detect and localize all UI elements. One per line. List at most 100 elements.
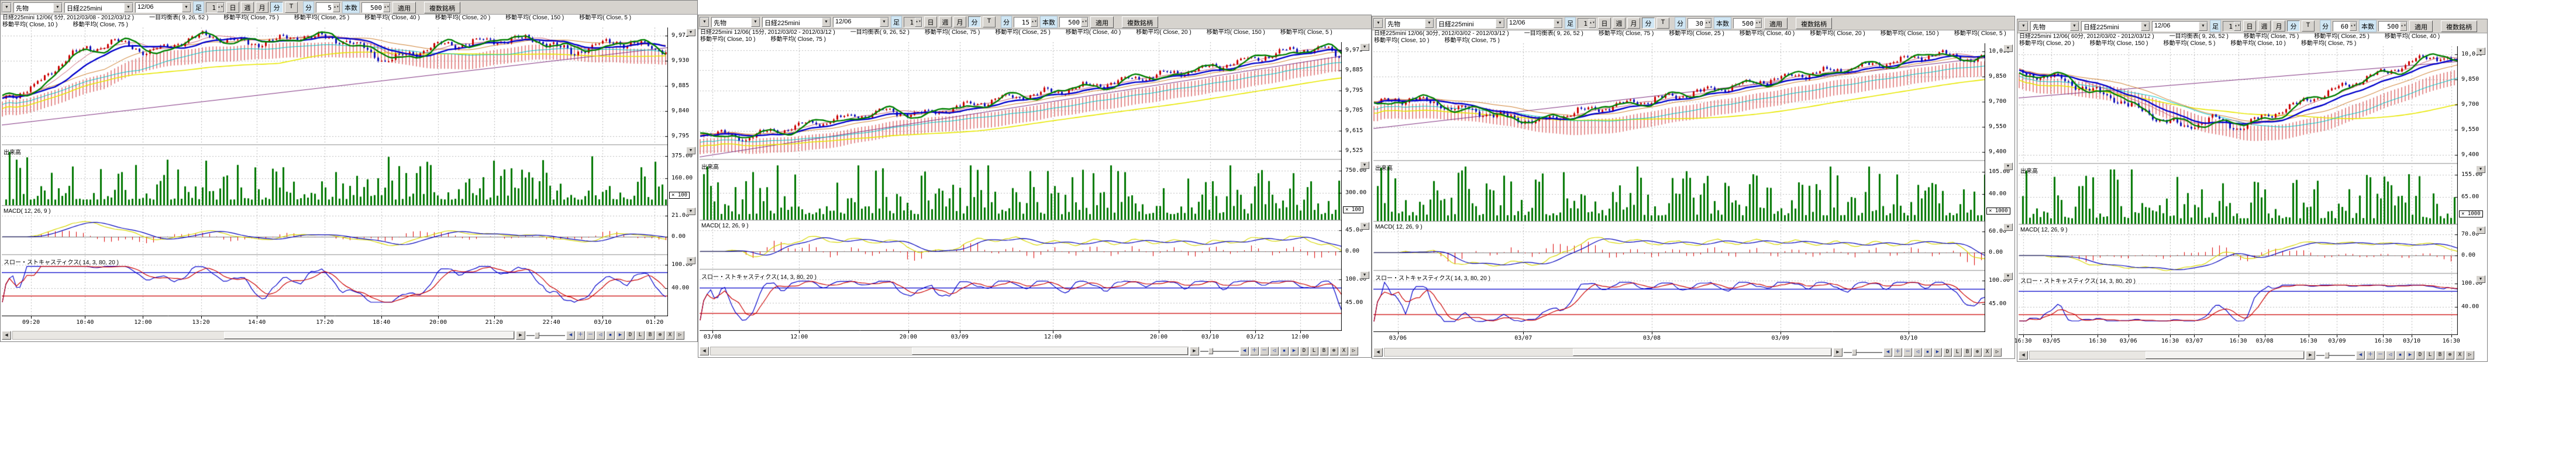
chevron-down-icon[interactable]: ▼ (53, 2, 62, 12)
chevron-down-icon[interactable]: ▼ (1425, 18, 1434, 28)
period-button-5[interactable]: T (2302, 20, 2315, 32)
period-button-5[interactable]: T (1657, 18, 1669, 29)
window-menu-dropdown[interactable]: ▼ (2, 2, 12, 13)
spinner-arrows-icon[interactable]: ▲▼ (217, 2, 224, 12)
chart-tool-button-9[interactable]: B (1320, 346, 1328, 355)
pane-options-dropdown[interactable]: ▼ (2003, 163, 2013, 170)
pane-options-dropdown[interactable]: ▼ (686, 208, 695, 215)
minute-value-stepper[interactable]: 60 ▲▼ (2333, 20, 2357, 32)
scrollbar-thumb[interactable] (1573, 348, 1831, 356)
chart-tool-button-10[interactable]: ⊕ (1330, 346, 1338, 355)
symbol-select[interactable]: 日経225mini ▼ (2081, 20, 2150, 32)
period-button-5[interactable]: T (285, 2, 298, 13)
spinner-arrows-icon[interactable]: ▲▼ (383, 2, 390, 12)
scrollbar-track[interactable] (1384, 347, 1832, 357)
chart-tool-button-3[interactable]: － (2376, 350, 2385, 360)
window-menu-dropdown[interactable]: ▼ (2019, 20, 2029, 32)
zoom-slider[interactable] (1200, 347, 1239, 355)
chevron-down-icon[interactable]: ▼ (2199, 21, 2207, 31)
period-button-3[interactable]: 月 (953, 16, 966, 27)
spinner-arrows-icon[interactable]: ▲▼ (1589, 18, 1596, 28)
spinner-arrows-icon[interactable]: ▲▼ (2234, 21, 2241, 31)
contract-month-select[interactable]: 12/06 ▼ (833, 16, 889, 27)
chart-tool-button-10[interactable]: ⊕ (656, 330, 664, 340)
chart-tool-button-8[interactable]: L (636, 330, 645, 340)
scrollbar-thumb[interactable] (912, 347, 1188, 355)
chart-tool-button-3[interactable]: － (1260, 346, 1269, 355)
period-button-4[interactable]: 分 (1642, 18, 1655, 29)
minute-value-stepper[interactable]: 30 ▲▼ (1688, 18, 1712, 29)
chart-tool-button-1[interactable]: ◀ (1240, 346, 1249, 355)
window-menu-dropdown[interactable]: ▼ (1373, 18, 1383, 29)
scrollbar-thumb[interactable] (224, 331, 514, 339)
chart-tool-button-7[interactable]: D (626, 330, 635, 340)
chart-tool-button-7[interactable]: D (1943, 347, 1952, 357)
chevron-down-icon[interactable]: ▼ (124, 2, 133, 12)
instrument-type-select[interactable]: 先物 ▼ (1385, 18, 1434, 29)
pane-options-dropdown[interactable]: ▼ (1360, 271, 1369, 279)
pane-options-dropdown[interactable]: ▼ (2476, 226, 2485, 234)
instrument-type-select[interactable]: 先物 ▼ (13, 2, 63, 13)
pane-options-dropdown[interactable]: ▼ (2003, 44, 2013, 52)
pane-options-dropdown[interactable]: ▼ (2476, 47, 2485, 55)
bar-count-stepper[interactable]: 500 ▲▼ (2378, 20, 2408, 32)
chevron-down-icon[interactable]: ▼ (2, 2, 11, 12)
chevron-down-icon[interactable]: ▼ (751, 17, 760, 27)
chevron-down-icon[interactable]: ▼ (2070, 21, 2079, 31)
spinner-arrows-icon[interactable]: ▲▼ (1031, 17, 1038, 27)
scroll-left-button[interactable]: ◀ (2, 330, 11, 340)
chart-tool-button-1[interactable]: ◀ (1883, 347, 1892, 357)
chart-tool-button-4[interactable]: ◁ (596, 330, 605, 340)
pane-options-dropdown[interactable]: ▼ (1360, 222, 1369, 230)
bar-count-stepper[interactable]: 500 ▲▼ (361, 2, 391, 13)
symbol-select[interactable]: 日経225mini ▼ (762, 16, 831, 27)
pane-options-dropdown[interactable]: ▼ (2003, 272, 2013, 280)
zoom-slider[interactable] (1844, 348, 1882, 357)
period-button-2[interactable]: 週 (241, 2, 254, 13)
chart-tool-button-6[interactable]: ▶ (1290, 346, 1299, 355)
chart-tool-button-8[interactable]: L (1953, 347, 1962, 357)
chart-tool-button-7[interactable]: D (1300, 346, 1308, 355)
period-button-1[interactable]: 日 (1598, 18, 1611, 29)
chart-canvas[interactable] (1373, 43, 1985, 332)
chevron-down-icon[interactable]: ▼ (822, 17, 831, 27)
chart-tool-button-2[interactable]: ＋ (1893, 347, 1902, 357)
chevron-down-icon[interactable]: ▼ (1554, 18, 1562, 28)
period-button-3[interactable]: 月 (256, 2, 268, 13)
multi-symbol-button[interactable]: 複数銘柄 (2441, 20, 2477, 32)
scroll-right-button[interactable]: ▶ (1833, 347, 1843, 357)
chart-tool-button-5[interactable]: ▪ (606, 330, 615, 340)
multi-symbol-button[interactable]: 複数銘柄 (1122, 16, 1158, 28)
scroll-right-button[interactable]: ▶ (1190, 346, 1199, 355)
chevron-down-icon[interactable]: ▼ (1374, 18, 1383, 28)
period-button-4[interactable]: 分 (968, 16, 981, 27)
chart-tool-button-4[interactable]: ◁ (1913, 347, 1922, 357)
chart-tool-button-6[interactable]: ▶ (1933, 347, 1942, 357)
scroll-right-button[interactable]: ▶ (2306, 350, 2315, 360)
spinner-arrows-icon[interactable]: ▲▼ (1704, 18, 1711, 28)
period-button-2[interactable]: 週 (2258, 20, 2271, 32)
instrument-type-select[interactable]: 先物 ▼ (2030, 20, 2079, 32)
period-button-3[interactable]: 月 (1627, 18, 1640, 29)
zoom-slider[interactable] (526, 331, 565, 340)
chart-tool-button-9[interactable]: B (2436, 350, 2444, 360)
zoom-slider-knob[interactable] (1208, 347, 1213, 354)
period-button-2[interactable]: 週 (939, 16, 952, 27)
chart-tool-button-9[interactable]: B (646, 330, 655, 340)
contract-month-select[interactable]: 12/06 ▼ (135, 2, 191, 13)
bar-interval-stepper[interactable]: 1 ▲▼ (206, 2, 225, 13)
chevron-down-icon[interactable]: ▼ (2019, 21, 2028, 31)
pane-options-dropdown[interactable]: ▼ (1360, 43, 1369, 51)
chart-tool-button-12[interactable]: ▷ (2465, 350, 2474, 360)
window-menu-dropdown[interactable]: ▼ (700, 16, 710, 27)
chart-canvas[interactable] (2019, 46, 2458, 335)
chart-tool-button-12[interactable]: ▷ (676, 330, 684, 340)
scrollbar-track[interactable] (710, 346, 1189, 355)
pane-options-dropdown[interactable]: ▼ (2476, 275, 2485, 283)
symbol-select[interactable]: 日経225mini ▼ (64, 2, 133, 13)
pane-options-dropdown[interactable]: ▼ (1360, 161, 1369, 169)
scroll-right-button[interactable]: ▶ (516, 330, 525, 340)
multi-symbol-button[interactable]: 複数銘柄 (1796, 17, 1832, 29)
chart-tool-button-3[interactable]: － (1903, 347, 1912, 357)
zoom-slider-knob[interactable] (1852, 348, 1857, 355)
